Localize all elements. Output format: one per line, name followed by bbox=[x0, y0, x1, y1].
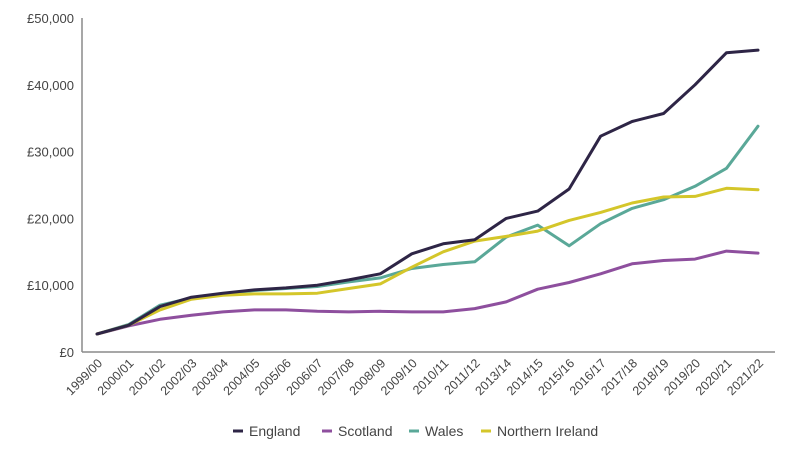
legend-item: Northern Ireland bbox=[481, 423, 598, 439]
legend-label: Wales bbox=[425, 423, 463, 439]
y-tick-label: £10,000 bbox=[27, 278, 74, 293]
y-tick-label: £0 bbox=[60, 345, 74, 360]
legend-label: Scotland bbox=[338, 423, 392, 439]
y-tick-label: £30,000 bbox=[27, 145, 74, 160]
y-tick-label: £20,000 bbox=[27, 211, 74, 226]
y-tick-label: £40,000 bbox=[27, 78, 74, 93]
legend-item: Wales bbox=[409, 423, 463, 439]
series-line-scotland bbox=[95, 249, 760, 336]
legend-item: Scotland bbox=[322, 423, 392, 439]
y-axis-ticks: £0 £10,000 £20,000 £30,000 £40,000 £50,000 bbox=[27, 11, 74, 360]
x-axis-ticks: 1999/002000/012001/022002/032003/042004/… bbox=[63, 356, 766, 398]
legend-label: England bbox=[249, 423, 300, 439]
legend: England Scotland Wales Northern Ireland bbox=[233, 423, 598, 439]
series-lines bbox=[95, 48, 760, 336]
series-line-england bbox=[95, 48, 760, 336]
series-line-wales bbox=[95, 124, 760, 336]
y-tick-label: £50,000 bbox=[27, 11, 74, 26]
legend-item: England bbox=[233, 423, 300, 439]
series-line-northern-ireland bbox=[95, 186, 760, 336]
legend-label: Northern Ireland bbox=[497, 423, 598, 439]
